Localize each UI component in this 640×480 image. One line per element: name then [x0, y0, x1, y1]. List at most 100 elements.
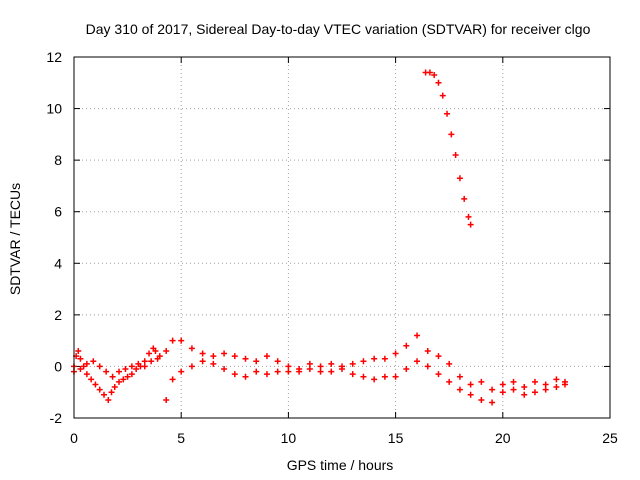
data-point [141, 363, 148, 370]
data-point [178, 368, 185, 375]
data-point [103, 368, 110, 375]
data-point [439, 92, 446, 99]
data-point [111, 384, 118, 391]
data-point [128, 371, 135, 378]
data-point [510, 386, 517, 393]
data-point [146, 350, 153, 357]
x-tick-label: 25 [602, 430, 618, 446]
series-3 [163, 332, 568, 393]
data-point [75, 347, 82, 354]
data-point [510, 378, 517, 385]
data-point [360, 358, 367, 365]
data-point [83, 360, 90, 367]
data-point [108, 389, 115, 396]
data-point [274, 358, 281, 365]
data-point [371, 376, 378, 383]
data-point [253, 358, 260, 365]
y-tick-label: 2 [54, 307, 62, 323]
data-point [242, 373, 249, 380]
series-2 [71, 355, 161, 380]
data-point [452, 151, 459, 158]
x-tick-label: 20 [495, 430, 511, 446]
x-tick-label: 5 [177, 430, 185, 446]
data-point [116, 378, 123, 385]
data-point [489, 386, 496, 393]
data-point [446, 360, 453, 367]
data-point [465, 213, 472, 220]
data-point [461, 195, 468, 202]
data-point [456, 373, 463, 380]
data-point [403, 342, 410, 349]
data-point [317, 363, 324, 370]
series-1 [71, 345, 163, 403]
data-point [169, 376, 176, 383]
x-axis-label: GPS time / hours [287, 457, 394, 473]
data-point [90, 358, 97, 365]
data-point [120, 376, 127, 383]
data-point [296, 368, 303, 375]
data-point [435, 353, 442, 360]
data-point [499, 381, 506, 388]
data-point [381, 373, 388, 380]
data-point [210, 360, 217, 367]
data-point [371, 355, 378, 362]
y-tick-label: 6 [54, 204, 62, 220]
data-point [221, 350, 228, 357]
data-point [317, 368, 324, 375]
data-point [328, 360, 335, 367]
x-tick-label: 10 [281, 430, 297, 446]
data-point [122, 366, 129, 373]
data-point [381, 355, 388, 362]
data-point [531, 389, 538, 396]
data-point [444, 110, 451, 117]
data-point [274, 368, 281, 375]
plot-frame [73, 56, 611, 419]
data-point [105, 396, 112, 403]
data-point [188, 363, 195, 370]
data-point [263, 371, 270, 378]
data-point [456, 386, 463, 393]
data-points [71, 69, 568, 406]
data-point [285, 363, 292, 370]
data-point [531, 378, 538, 385]
data-point [306, 366, 313, 373]
data-point [446, 378, 453, 385]
data-point [133, 366, 140, 373]
data-point [88, 376, 95, 383]
data-point [285, 368, 292, 375]
data-point [169, 337, 176, 344]
data-point [426, 69, 433, 76]
x-tick-label: 0 [70, 430, 78, 446]
data-point [109, 373, 116, 380]
data-point [542, 381, 549, 388]
data-point [553, 376, 560, 383]
data-point [210, 353, 217, 360]
series-4 [163, 358, 568, 406]
data-point [435, 371, 442, 378]
data-point [499, 389, 506, 396]
data-point [339, 366, 345, 373]
data-point [561, 381, 568, 388]
data-point [128, 363, 135, 370]
data-point [392, 373, 399, 380]
data-point [152, 347, 159, 354]
data-point [448, 131, 455, 138]
data-point [221, 366, 228, 373]
data-point [521, 384, 528, 391]
data-point [349, 360, 356, 367]
data-point [83, 371, 90, 378]
data-point [96, 386, 103, 393]
y-tick-label: 4 [54, 255, 62, 271]
data-point [96, 363, 103, 370]
data-point [467, 391, 474, 398]
data-point [77, 355, 84, 362]
data-point [188, 345, 195, 352]
data-point [521, 391, 528, 398]
data-point [148, 358, 155, 365]
data-point [80, 363, 87, 370]
data-point [253, 368, 260, 375]
data-point [349, 371, 356, 378]
data-point [199, 350, 206, 357]
data-point [553, 384, 560, 391]
data-point [478, 396, 485, 403]
